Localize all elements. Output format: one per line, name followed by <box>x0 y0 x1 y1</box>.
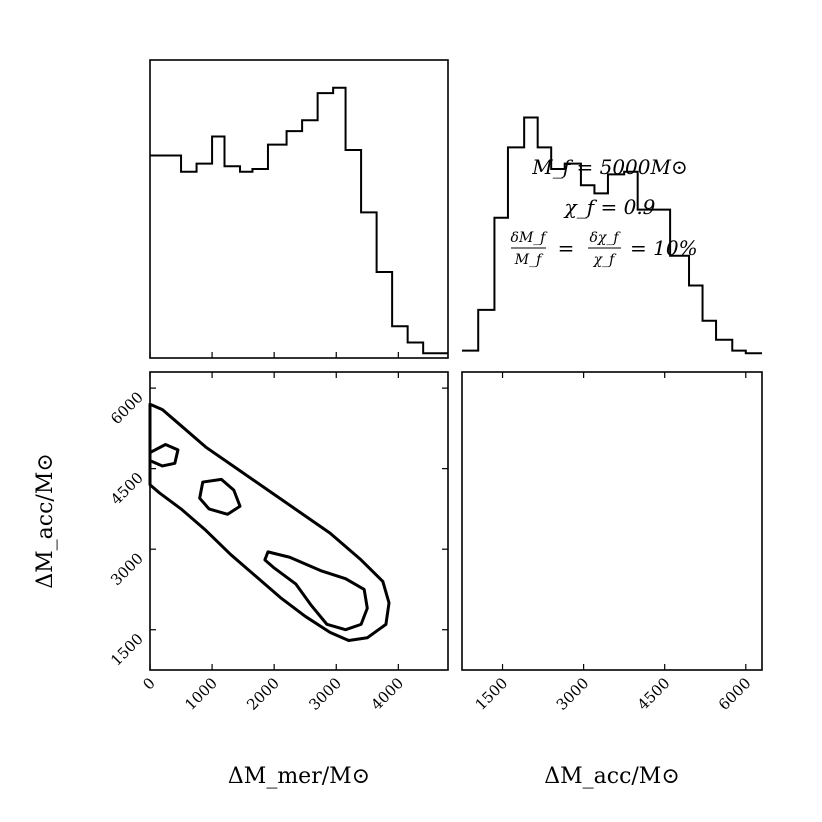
right-histogram-step-line <box>462 116 762 355</box>
x-tick-label-right: 4500 <box>634 674 674 714</box>
annotation-equals: = <box>558 236 575 260</box>
x-axis-label-right: ΔM_acc/M⊙ <box>544 764 680 789</box>
y-tick-label-left: 4500 <box>107 469 147 509</box>
top-histogram-frame <box>149 59 449 359</box>
right-histogram <box>462 116 762 355</box>
top-histogram-step-line <box>150 86 448 355</box>
contour-inner-a <box>148 442 180 468</box>
frac1-num: δM_f <box>511 230 549 246</box>
annotation: M_f = 5000M⊙ χ_f = 0.9 δM_f M_f = δχ_f χ… <box>511 155 698 268</box>
contour-lines <box>148 402 391 642</box>
x-tick-label-left: 1000 <box>181 674 221 714</box>
annotation-line-2: χ_f = 0.9 <box>563 195 656 219</box>
frac1-den: M_f <box>514 252 544 268</box>
x-tick-label-right: 6000 <box>715 674 755 714</box>
axis-ticks: 0 1000 2000 3000 4000 1500 3000 4500 6000 1500 300… <box>107 352 755 714</box>
frac2-num: δχ_f <box>589 230 621 246</box>
contour-inner-b <box>198 477 242 516</box>
x-tick-label-left: 0 <box>139 674 158 693</box>
annotation-line-3: δM_f M_f = δχ_f χ_f = 10% <box>511 230 698 268</box>
annotation-tail: = 10% <box>630 236 698 260</box>
top-histogram <box>150 86 448 355</box>
x-axis-label-left: ΔM_mer/M⊙ <box>228 764 370 789</box>
x-tick-label-left: 3000 <box>305 674 345 714</box>
y-axis-label-left: ΔM_acc/M⊙ <box>33 453 58 589</box>
x-tick-label-left: 4000 <box>367 674 407 714</box>
annotation-line-1: M_f = 5000M⊙ <box>531 155 688 179</box>
x-tick-label-right: 1500 <box>472 674 512 714</box>
y-tick-label-left: 1500 <box>107 630 147 670</box>
x-tick-label-right: 3000 <box>553 674 593 714</box>
x-tick-label-left: 2000 <box>243 674 283 714</box>
y-tick-label-left: 3000 <box>107 549 147 589</box>
contour-panel-frame <box>149 371 449 671</box>
right-histogram-frame <box>461 371 763 671</box>
contour-outer <box>148 402 391 642</box>
y-tick-label-left: 6000 <box>107 388 147 428</box>
frac2-den: χ_f <box>593 252 617 268</box>
contour-inner-c <box>263 550 369 632</box>
